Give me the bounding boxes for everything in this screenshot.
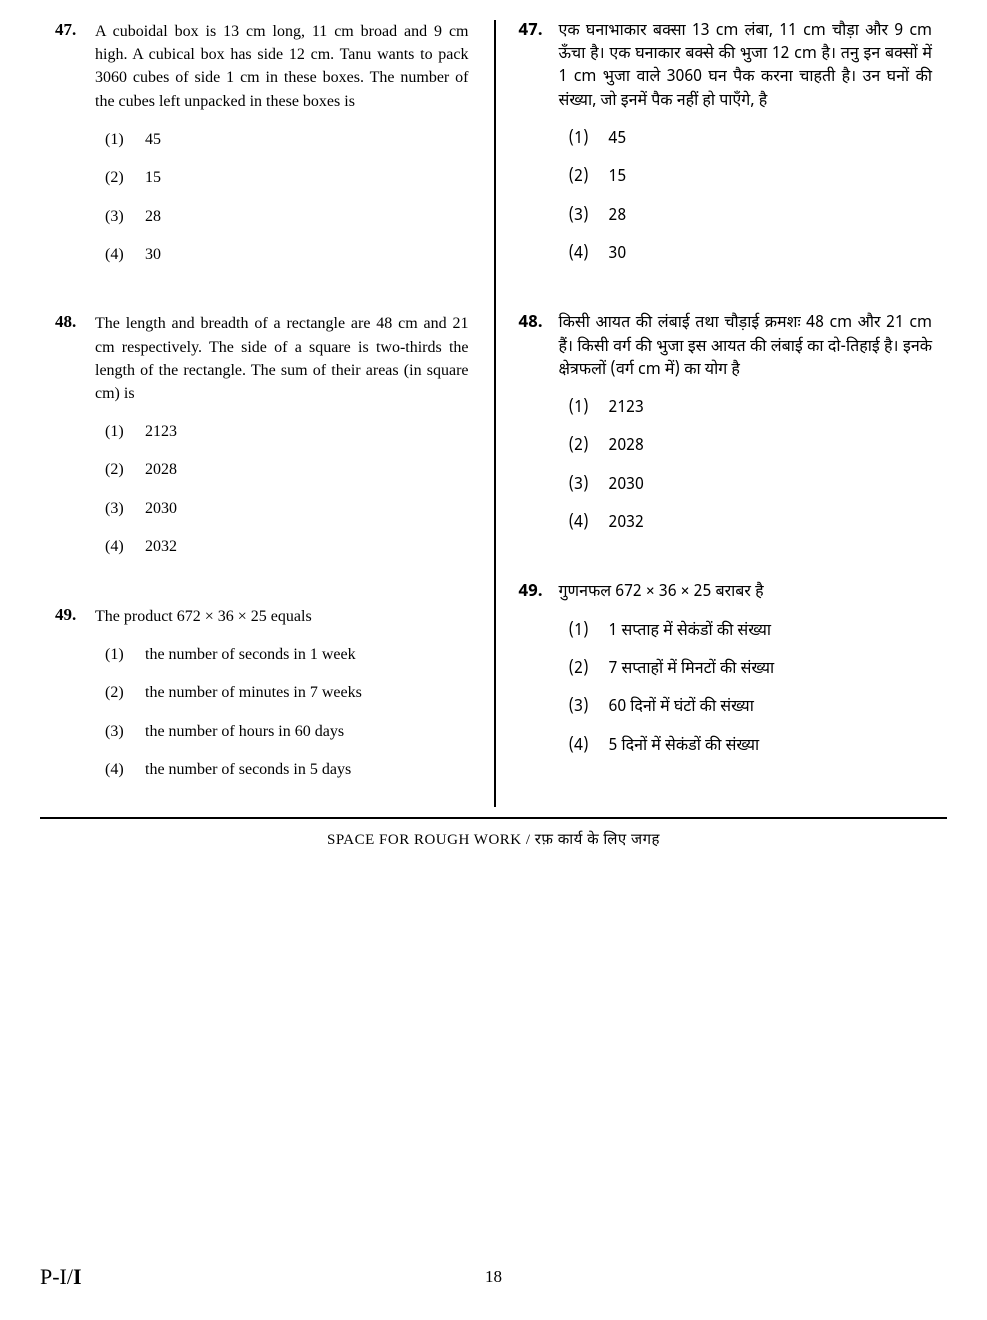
question-48-hi: 48. किसी आयत की लंबाई तथा चौड़ाई क्रमशः … (519, 312, 933, 551)
question-49-en: 49. The product 672 × 36 × 25 equals (1)… (55, 605, 469, 798)
question-number: 47. (55, 20, 95, 282)
option: (2)the number of minutes in 7 weeks (105, 682, 469, 704)
column-divider (494, 20, 496, 807)
question-text: एक घनाभाकार बक्सा 13 cm लंबा, 11 cm चौड़… (559, 20, 933, 113)
question-49-hi: 49. गुणनफल 672 × 36 × 25 बराबर है (1)1 स… (519, 581, 933, 774)
question-number: 49. (55, 605, 95, 798)
option: (2)7 सप्ताहों में मिनटों की संख्या (569, 659, 933, 681)
option: (1)1 सप्ताह में सेकंडों की संख्या (569, 621, 933, 643)
option: (2)15 (569, 167, 933, 189)
paper-code: P-I/I (40, 1264, 82, 1290)
question-47-en: 47. A cuboidal box is 13 cm long, 11 cm … (55, 20, 469, 282)
option: (2)2028 (105, 459, 469, 481)
option: (1)45 (105, 129, 469, 151)
page-number: 18 (485, 1267, 502, 1287)
option: (3)60 दिनों में घंटों की संख्या (569, 697, 933, 719)
question-number: 47. (519, 20, 559, 282)
option: (1)the number of seconds in 1 week (105, 644, 469, 666)
question-text: A cuboidal box is 13 cm long, 11 cm broa… (95, 20, 469, 113)
option: (1)2123 (105, 421, 469, 443)
option: (4)2032 (569, 513, 933, 535)
option: (3)2030 (569, 475, 933, 497)
bottom-rule (40, 817, 947, 819)
rough-work-label: SPACE FOR ROUGH WORK / रफ़ कार्य के लिए … (40, 829, 947, 849)
option: (4)the number of seconds in 5 days (105, 759, 469, 781)
question-text: The product 672 × 36 × 25 equals (95, 605, 469, 628)
option: (1)2123 (569, 398, 933, 420)
right-column: 47. एक घनाभाकार बक्सा 13 cm लंबा, 11 cm … (494, 20, 948, 807)
option: (4)30 (569, 244, 933, 266)
question-text: किसी आयत की लंबाई तथा चौड़ाई क्रमशः 48 c… (559, 312, 933, 382)
option: (1)45 (569, 129, 933, 151)
question-number: 48. (55, 312, 95, 574)
option: (4)2032 (105, 536, 469, 558)
left-column: 47. A cuboidal box is 13 cm long, 11 cm … (40, 20, 494, 807)
question-number: 48. (519, 312, 559, 551)
option: (4)30 (105, 244, 469, 266)
option: (3)28 (569, 206, 933, 228)
option: (3)28 (105, 206, 469, 228)
question-text: गुणनफल 672 × 36 × 25 बराबर है (559, 581, 933, 604)
option: (2)2028 (569, 436, 933, 458)
question-text: The length and breadth of a rectangle ar… (95, 312, 469, 405)
option: (3)the number of hours in 60 days (105, 721, 469, 743)
option: (2)15 (105, 167, 469, 189)
option: (3)2030 (105, 498, 469, 520)
question-48-en: 48. The length and breadth of a rectangl… (55, 312, 469, 574)
page-footer: P-I/I 18 (0, 1264, 987, 1290)
option: (4)5 दिनों में सेकंडों की संख्या (569, 736, 933, 758)
question-47-hi: 47. एक घनाभाकार बक्सा 13 cm लंबा, 11 cm … (519, 20, 933, 282)
question-number: 49. (519, 581, 559, 774)
